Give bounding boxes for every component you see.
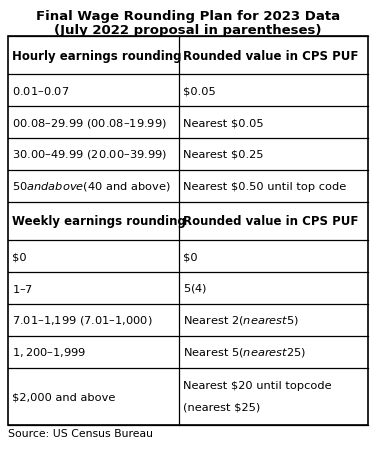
Text: $2,000 and above: $2,000 and above xyxy=(12,391,115,401)
Text: $30.00–$49.99 ($20.00–$39.99): $30.00–$49.99 ($20.00–$39.99) xyxy=(12,148,167,161)
Text: Nearest $2 (nearest $5): Nearest $2 (nearest $5) xyxy=(183,313,299,327)
Text: Hourly earnings rounding: Hourly earnings rounding xyxy=(12,50,182,62)
Text: Nearest $0.25: Nearest $0.25 xyxy=(183,150,264,160)
Text: Final Wage Rounding Plan for 2023 Data: Final Wage Rounding Plan for 2023 Data xyxy=(36,10,340,23)
Bar xyxy=(8,37,368,425)
Text: Nearest $5 (nearest $25): Nearest $5 (nearest $25) xyxy=(183,345,306,359)
Text: (nearest $25): (nearest $25) xyxy=(183,401,260,411)
Text: $0.05: $0.05 xyxy=(183,86,216,96)
Text: $1–$7: $1–$7 xyxy=(12,282,33,294)
Text: Nearest $0.50 until top code: Nearest $0.50 until top code xyxy=(183,182,346,192)
Text: $00.08–$29.99 ($00.08–$19.99): $00.08–$29.99 ($00.08–$19.99) xyxy=(12,116,167,129)
Text: $0: $0 xyxy=(12,252,27,262)
Text: $0: $0 xyxy=(183,252,198,262)
Text: Rounded value in CPS PUF: Rounded value in CPS PUF xyxy=(183,50,358,62)
Text: $1,200–$1,999: $1,200–$1,999 xyxy=(12,345,86,359)
Text: (July 2022 proposal in parentheses): (July 2022 proposal in parentheses) xyxy=(54,24,322,37)
Text: Source: US Census Bureau: Source: US Census Bureau xyxy=(8,428,153,438)
Text: Rounded value in CPS PUF: Rounded value in CPS PUF xyxy=(183,215,358,228)
Text: $7.01–$1,199 ($7.01–$1,000): $7.01–$1,199 ($7.01–$1,000) xyxy=(12,313,153,327)
Text: Weekly earnings rounding: Weekly earnings rounding xyxy=(12,215,186,228)
Text: $0.01–$0.07: $0.01–$0.07 xyxy=(12,85,69,97)
Text: Nearest $0.05: Nearest $0.05 xyxy=(183,118,264,128)
Text: $50 and above ($40 and above): $50 and above ($40 and above) xyxy=(12,180,171,193)
Text: Nearest $20 until topcode: Nearest $20 until topcode xyxy=(183,380,332,390)
Text: $5 ($4): $5 ($4) xyxy=(183,282,208,295)
